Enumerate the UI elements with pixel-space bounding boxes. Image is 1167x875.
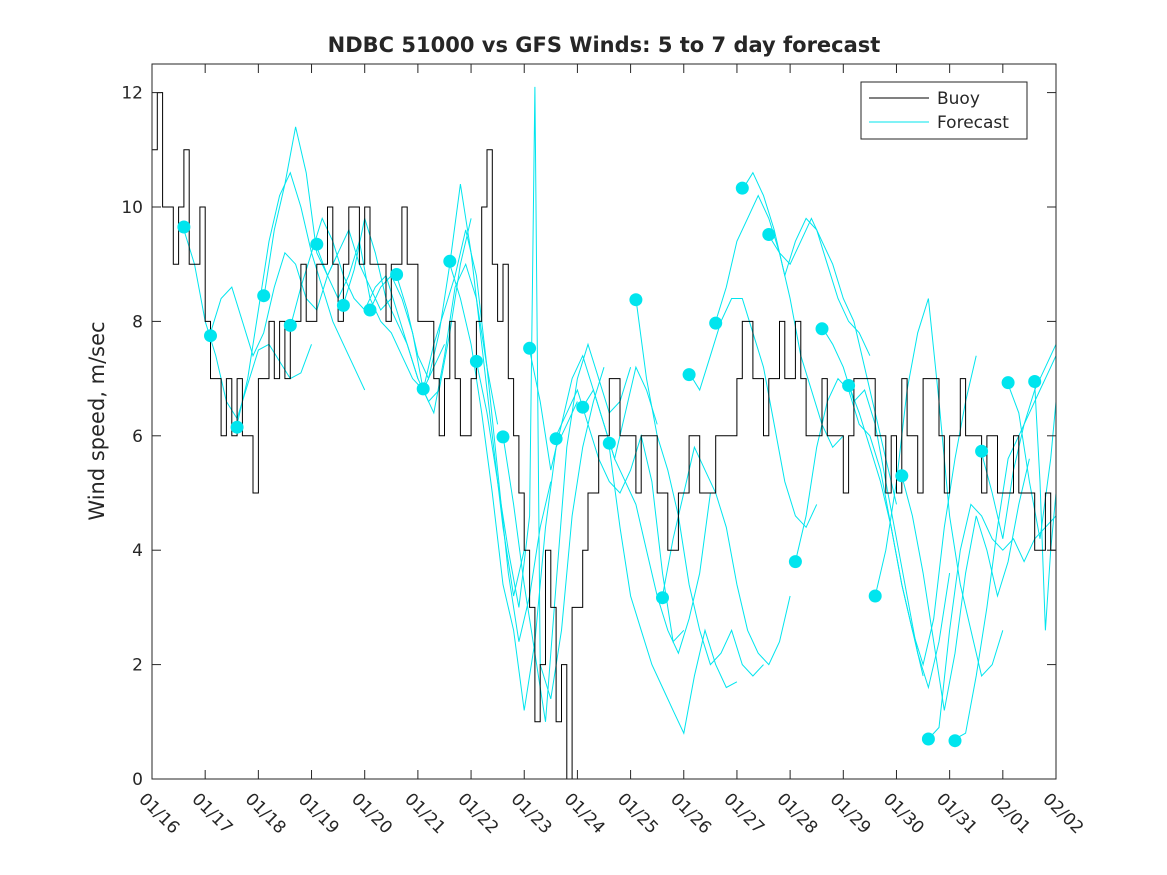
forecast-marker-point [948,734,962,748]
forecast-marker-point [762,228,776,241]
forecast-marker-point [549,432,563,446]
y-tick-labels-group: 0 2 4 6 8 10 12 [121,84,143,790]
forecast-marker-point [390,268,404,281]
forecast-marker-point [230,420,244,434]
y-tick-label: 12 [121,84,143,104]
forecast-series-line-26 [848,355,977,667]
forecast-series-line-16 [582,388,711,655]
forecast-marker-point [576,400,590,414]
forecast-marker-point [257,289,271,303]
y-tick-label: 0 [132,770,143,790]
forecast-marker-point [815,322,829,336]
y-tick-label: 8 [132,312,143,332]
axis-ticks-group [151,64,1057,780]
forecast-marker-point [735,181,749,195]
forecast-series-line-17 [608,447,738,735]
forecast-marker-point [842,379,856,392]
y-tick-label: 4 [132,541,143,561]
legend-buoy-label: Buoy [937,89,980,109]
forecast-marker-point [523,341,537,355]
y-axis-label: Wind speed, m/sec [85,321,109,520]
y-tick-label: 2 [132,656,143,676]
legend-box [860,81,1028,140]
forecast-marker-point [656,591,669,605]
forecast-marker-point [204,329,217,343]
plot-area [152,64,1056,779]
forecast-marker-point [310,237,324,251]
forecast-marker-point [416,382,430,396]
forecast-marker-point [895,469,909,483]
forecast-marker-point [469,354,483,368]
forecast-marker-point [682,368,696,382]
forecast-marker-point [283,318,297,332]
chart-title: NDBC 51000 vs GFS Winds: 5 to 7 day fore… [328,33,881,57]
legend: Buoy Forecast [860,81,1028,140]
forecast-marker-point [921,732,935,746]
forecast-series-line-30 [954,355,1057,740]
forecast-marker-point [1001,376,1015,390]
forecast-marker-point [1028,375,1042,388]
forecast-marker-group [177,181,1042,748]
forecast-marker-point [788,555,802,569]
forecast-marker-point [177,220,191,234]
forecast-series-line-5 [289,217,419,379]
forecast-marker-point [868,589,882,603]
forecast-series-line-33 [1034,384,1057,631]
forecast-series-line-28 [901,458,1030,711]
forecast-series-line-15 [555,388,685,643]
forecast-series-line-12 [475,86,605,700]
forecast-marker-point [602,436,616,450]
forecast-marker-point [363,303,377,317]
forecast-marker-point [496,430,510,444]
forecast-series-line-22 [741,171,871,356]
forecast-marker-point [443,254,457,268]
plot-frame [151,63,1057,780]
legend-forecast-label: Forecast [937,113,1009,133]
forecast-marker-point [975,444,989,458]
forecast-marker-point [336,298,350,312]
forecast-marker-point [629,293,643,307]
y-tick-label: 10 [121,198,143,218]
forecast-series-line-3 [236,171,366,425]
y-tick-label: 6 [132,427,143,447]
forecast-marker-point [709,316,723,330]
forecast-series-line-9 [396,184,525,597]
